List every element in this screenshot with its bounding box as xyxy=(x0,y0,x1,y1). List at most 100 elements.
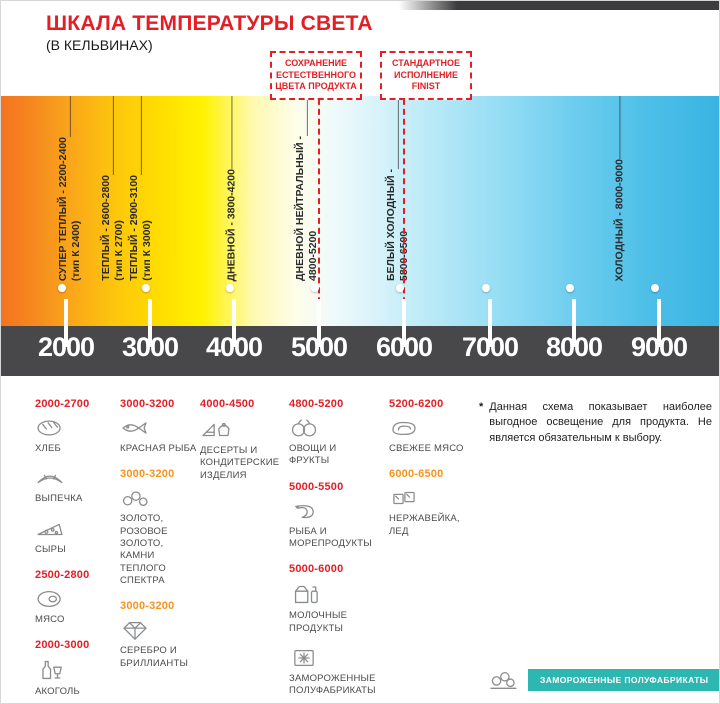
footnote: * Данная схема показывает наиболее выгод… xyxy=(479,400,712,446)
page-title: ШКАЛА ТЕМПЕРАТУРЫ СВЕТА xyxy=(46,12,373,35)
product-label: НЕРЖАВЕЙКА, ЛЕД xyxy=(389,513,460,537)
marker-ring xyxy=(58,284,66,292)
axis-value-7000: 7000 xyxy=(461,332,519,362)
product-label: ВЫПЕЧКА xyxy=(35,493,83,505)
range-label: 2000-3000 xyxy=(35,639,90,652)
callout-line: СТАНДАРТНОЕ xyxy=(391,58,460,68)
product-column-5: 5200-6200 СВЕЖЕЕ МЯСО 6000-6500 НЕРЖАВЕЙ… xyxy=(389,398,469,550)
top-edge-strip xyxy=(399,1,719,10)
product-item: ВЫПЕЧКА xyxy=(35,467,115,505)
product-item: ХЛЕБ xyxy=(35,417,115,455)
range-label: 6000-6500 xyxy=(389,468,444,481)
zone-label: ТЕПЛЫЙ - 2900-3100 (тип К 3000) xyxy=(128,175,154,281)
pastry-icon xyxy=(35,467,115,489)
marker-ring xyxy=(482,284,490,292)
kelvin-axis-bar xyxy=(1,326,719,376)
axis-value-8000: 8000 xyxy=(545,332,603,362)
zone-cold: ХОЛОДНЫЙ - 8000-9000 xyxy=(613,96,626,281)
zone-sub: (тип К 3000) xyxy=(141,220,153,281)
footnote-text: Данная схема показывает наиболее выгодно… xyxy=(489,401,712,444)
zone-name: БЕЛЫЙ ХОЛОДНЫЙ - xyxy=(384,169,397,281)
product-label: ХЛЕБ xyxy=(35,443,61,454)
marker-ring xyxy=(142,284,150,292)
axis-value-2000: 2000 xyxy=(37,332,95,362)
axis-value-3000: 3000 xyxy=(121,332,179,362)
product-label: РЫБА И МОРЕПРОДУКТЫ xyxy=(289,525,372,550)
product-label: КРАСНАЯ РЫБА xyxy=(120,443,197,454)
dashed-guide-5000 xyxy=(318,89,320,333)
product-item: ЗОЛОТО, РОЗОВОЕ ЗОЛОТО, КАМНИ ТЕПЛОГО СП… xyxy=(120,487,200,587)
axis-value-6000: 6000 xyxy=(375,332,433,362)
zone-tick-line xyxy=(619,96,621,159)
product-label: СЫРЫ xyxy=(35,543,66,555)
callout-line: ИСПОЛНЕНИЕ xyxy=(393,69,458,80)
product-label: СВЕЖЕЕ МЯСО xyxy=(389,443,464,454)
marker-ring xyxy=(226,284,234,292)
marker-stem xyxy=(657,299,661,347)
callout-line: СОХРАНЕНИЕ xyxy=(284,58,348,68)
diamond-icon xyxy=(120,619,200,641)
footnote-asterisk: * xyxy=(479,401,484,413)
zone-sub: (тип К 2400) xyxy=(70,220,82,281)
product-label: МОЛОЧНЫЕ ПРОДУКТЫ xyxy=(289,610,348,634)
product-column-2: 3000-3200 КРАСНАЯ РЫБА 3000-3200 ЗОЛОТО,… xyxy=(120,398,200,682)
product-label: МЯСО xyxy=(35,614,65,626)
zone-tick-line xyxy=(397,96,399,169)
zone-label: ХОЛОДНЫЙ - 8000-9000 xyxy=(613,159,626,281)
zone-daylight-neutral: ДНЕВНОЙ НЕЙТРАЛЬНЫЙ - 4800-5200 xyxy=(294,96,320,281)
product-item: СЫРЫ xyxy=(35,518,115,556)
marker-stem xyxy=(402,299,406,347)
ice-icon xyxy=(389,487,469,509)
callout-line: ЦВЕТА ПРОДУКТА xyxy=(275,81,357,92)
range-label: 3000-3200 xyxy=(120,468,175,481)
zone-tick-line xyxy=(306,96,308,137)
marker-stem xyxy=(488,299,492,347)
dashed-guide-6000 xyxy=(403,89,405,333)
frozen-products-badge-row: ЗАМОРОЖЕННЫЕ ПОЛУФАБРИКАТЫ xyxy=(487,668,719,692)
axis-value-9000: 9000 xyxy=(630,332,688,362)
dairy-icon xyxy=(289,582,379,606)
product-item: НЕРЖАВЕЙКА, ЛЕД xyxy=(389,487,469,538)
zone-name: ТЕПЛЫЙ - 2900-3100 xyxy=(127,175,140,281)
product-item: АКОГОЛЬ xyxy=(35,658,115,698)
product-item: МЯСО xyxy=(35,588,115,626)
zone-name: ДНЕВНОЙ - 3800-4200 xyxy=(225,168,238,282)
range-label: 3000-3200 xyxy=(120,600,175,613)
fruits-icon xyxy=(289,417,379,439)
product-item: РЫБА И МОРЕПРОДУКТЫ xyxy=(289,500,379,551)
marker-stem xyxy=(148,299,152,347)
zone-label: БЕЛЫЙ ХОЛОДНЫЙ - 5800-6500 xyxy=(385,169,411,281)
zone-daylight: ДНЕВНОЙ - 3800-4200 xyxy=(225,96,238,281)
zone-tick-line xyxy=(112,96,114,176)
range-label: 2500-2800 xyxy=(35,569,90,582)
zone-cool-white: БЕЛЫЙ ХОЛОДНЫЙ - 5800-6500 xyxy=(385,96,411,281)
zone-name: ДНЕВНОЙ НЕЙТРАЛЬНЫЙ - xyxy=(293,136,306,281)
zone-tick-line xyxy=(231,96,233,169)
product-label: ДЕСЕРТЫ И КОНДИТЕРСКИЕ ИЗДЕЛИЯ xyxy=(200,445,280,481)
zone-label: ДНЕВНОЙ НЕЙТРАЛЬНЫЙ - 4800-5200 xyxy=(294,136,320,281)
zone-tick-line xyxy=(140,96,142,176)
product-item: ОВОЩИ И ФРУКТЫ xyxy=(289,417,379,468)
gold-stones-icon xyxy=(120,487,200,509)
callout-line: ЕСТЕСТВЕННОГО xyxy=(275,69,357,80)
frozen-icon xyxy=(289,647,379,669)
fresh-meat-icon xyxy=(389,417,469,439)
zone-name: ТЕПЛЫЙ - 2600-2800 xyxy=(99,175,112,281)
zone-warm-3000: ТЕПЛЫЙ - 2900-3100 (тип К 3000) xyxy=(128,96,154,281)
zone-label: ДНЕВНОЙ - 3800-4200 xyxy=(225,169,238,282)
product-label: ЗОЛОТО, РОЗОВОЕ ЗОЛОТО, КАМНИ ТЕПЛОГО СП… xyxy=(120,513,168,587)
zone-sub: (тип К 2700) xyxy=(113,220,125,281)
temperature-gradient-bar xyxy=(1,96,719,326)
product-item: СВЕЖЕЕ МЯСО xyxy=(389,417,469,455)
marker-ring xyxy=(566,284,574,292)
zone-label: СУПЕР ТЕПЛЫЙ - 2200-2400 (тип К 2400) xyxy=(57,137,83,281)
product-item: ЗАМОРОЖЕННЫЕ ПОЛУФАБРИКАТЫ xyxy=(289,647,379,698)
alcohol-icon xyxy=(35,658,115,682)
range-label: 2000-2700 xyxy=(35,398,90,410)
product-column-4: 4800-5200 ОВОЩИ И ФРУКТЫ 5000-5500 РЫБА … xyxy=(289,398,379,703)
zone-super-warm: СУПЕР ТЕПЛЫЙ - 2200-2400 (тип К 2400) xyxy=(57,96,83,281)
marker-stem xyxy=(317,299,321,347)
cheese-icon xyxy=(35,518,115,540)
range-label: 4800-5200 xyxy=(289,398,344,410)
